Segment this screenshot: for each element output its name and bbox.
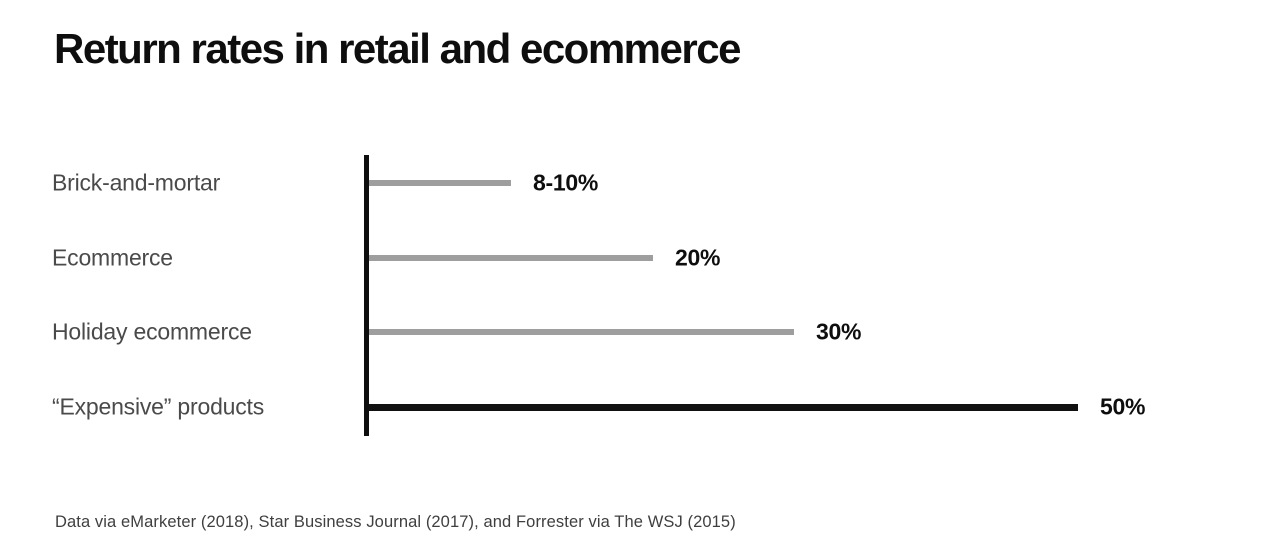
- chart-title: Return rates in retail and ecommerce: [54, 25, 741, 72]
- bar: [369, 255, 653, 261]
- bar: [369, 180, 511, 186]
- bar: [369, 329, 794, 335]
- category-label: “Expensive” products: [52, 393, 265, 420]
- y-axis-line: [364, 155, 369, 436]
- source-note: Data via eMarketer (2018), Star Business…: [55, 513, 736, 531]
- category-label: Holiday ecommerce: [52, 318, 252, 345]
- value-label: 8-10%: [533, 169, 598, 196]
- value-label: 30%: [816, 318, 862, 345]
- category-label: Ecommerce: [52, 244, 173, 271]
- bar: [369, 403, 1078, 411]
- value-label: 50%: [1100, 393, 1146, 420]
- value-label: 20%: [675, 244, 721, 271]
- category-label: Brick-and-mortar: [52, 169, 221, 196]
